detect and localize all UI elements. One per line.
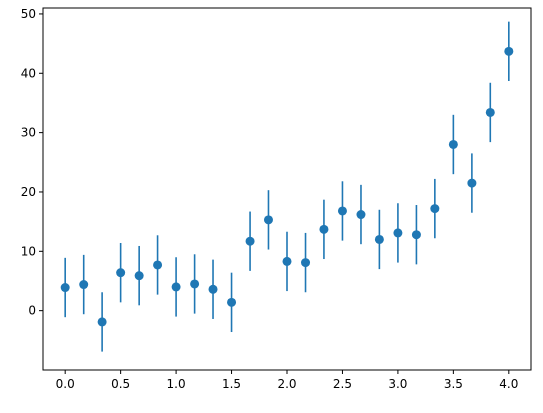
data-point [208,284,218,294]
x-tick-label: 1.5 [222,377,241,391]
x-tick-label: 3.0 [388,377,407,391]
data-point [263,215,273,225]
y-tick-label: 20 [21,185,36,199]
data-point [171,282,181,292]
data-point [301,258,311,268]
data-point [319,224,329,234]
x-axis: 0.0 0.5 1.0 1.5 2.0 2.5 3.0 3.5 4.0 [56,370,518,391]
data-point [134,271,144,281]
data-point [282,256,292,266]
data-point [97,317,107,327]
data-point [467,178,477,188]
y-tick-label: 0 [28,304,36,318]
data-point [430,204,440,214]
data-point [79,280,89,290]
x-tick-label: 3.5 [444,377,463,391]
y-axis: 0 10 20 30 40 50 [21,7,43,318]
x-tick-label: 2.5 [333,377,352,391]
data-point [227,297,237,307]
y-tick-label: 10 [21,244,36,258]
data-point [245,236,255,246]
data-point [116,268,126,278]
data-point [337,206,347,216]
x-tick-label: 0.0 [56,377,75,391]
data-point [60,283,70,293]
data-point [448,139,458,149]
x-tick-label: 2.0 [277,377,296,391]
data-point [356,210,366,220]
x-tick-label: 1.0 [167,377,186,391]
data-point [393,228,403,238]
data-point [411,230,421,240]
data-point [485,107,495,117]
data-point [374,234,384,244]
y-tick-label: 50 [21,7,36,21]
x-tick-label: 0.5 [111,377,130,391]
plot-frame [42,7,532,371]
x-tick-label: 4.0 [499,377,518,391]
data-point [153,260,163,270]
y-tick-label: 30 [21,126,36,140]
data-point [504,46,514,56]
y-tick-label: 40 [21,66,36,80]
data-series [60,21,514,352]
data-point [190,279,200,289]
